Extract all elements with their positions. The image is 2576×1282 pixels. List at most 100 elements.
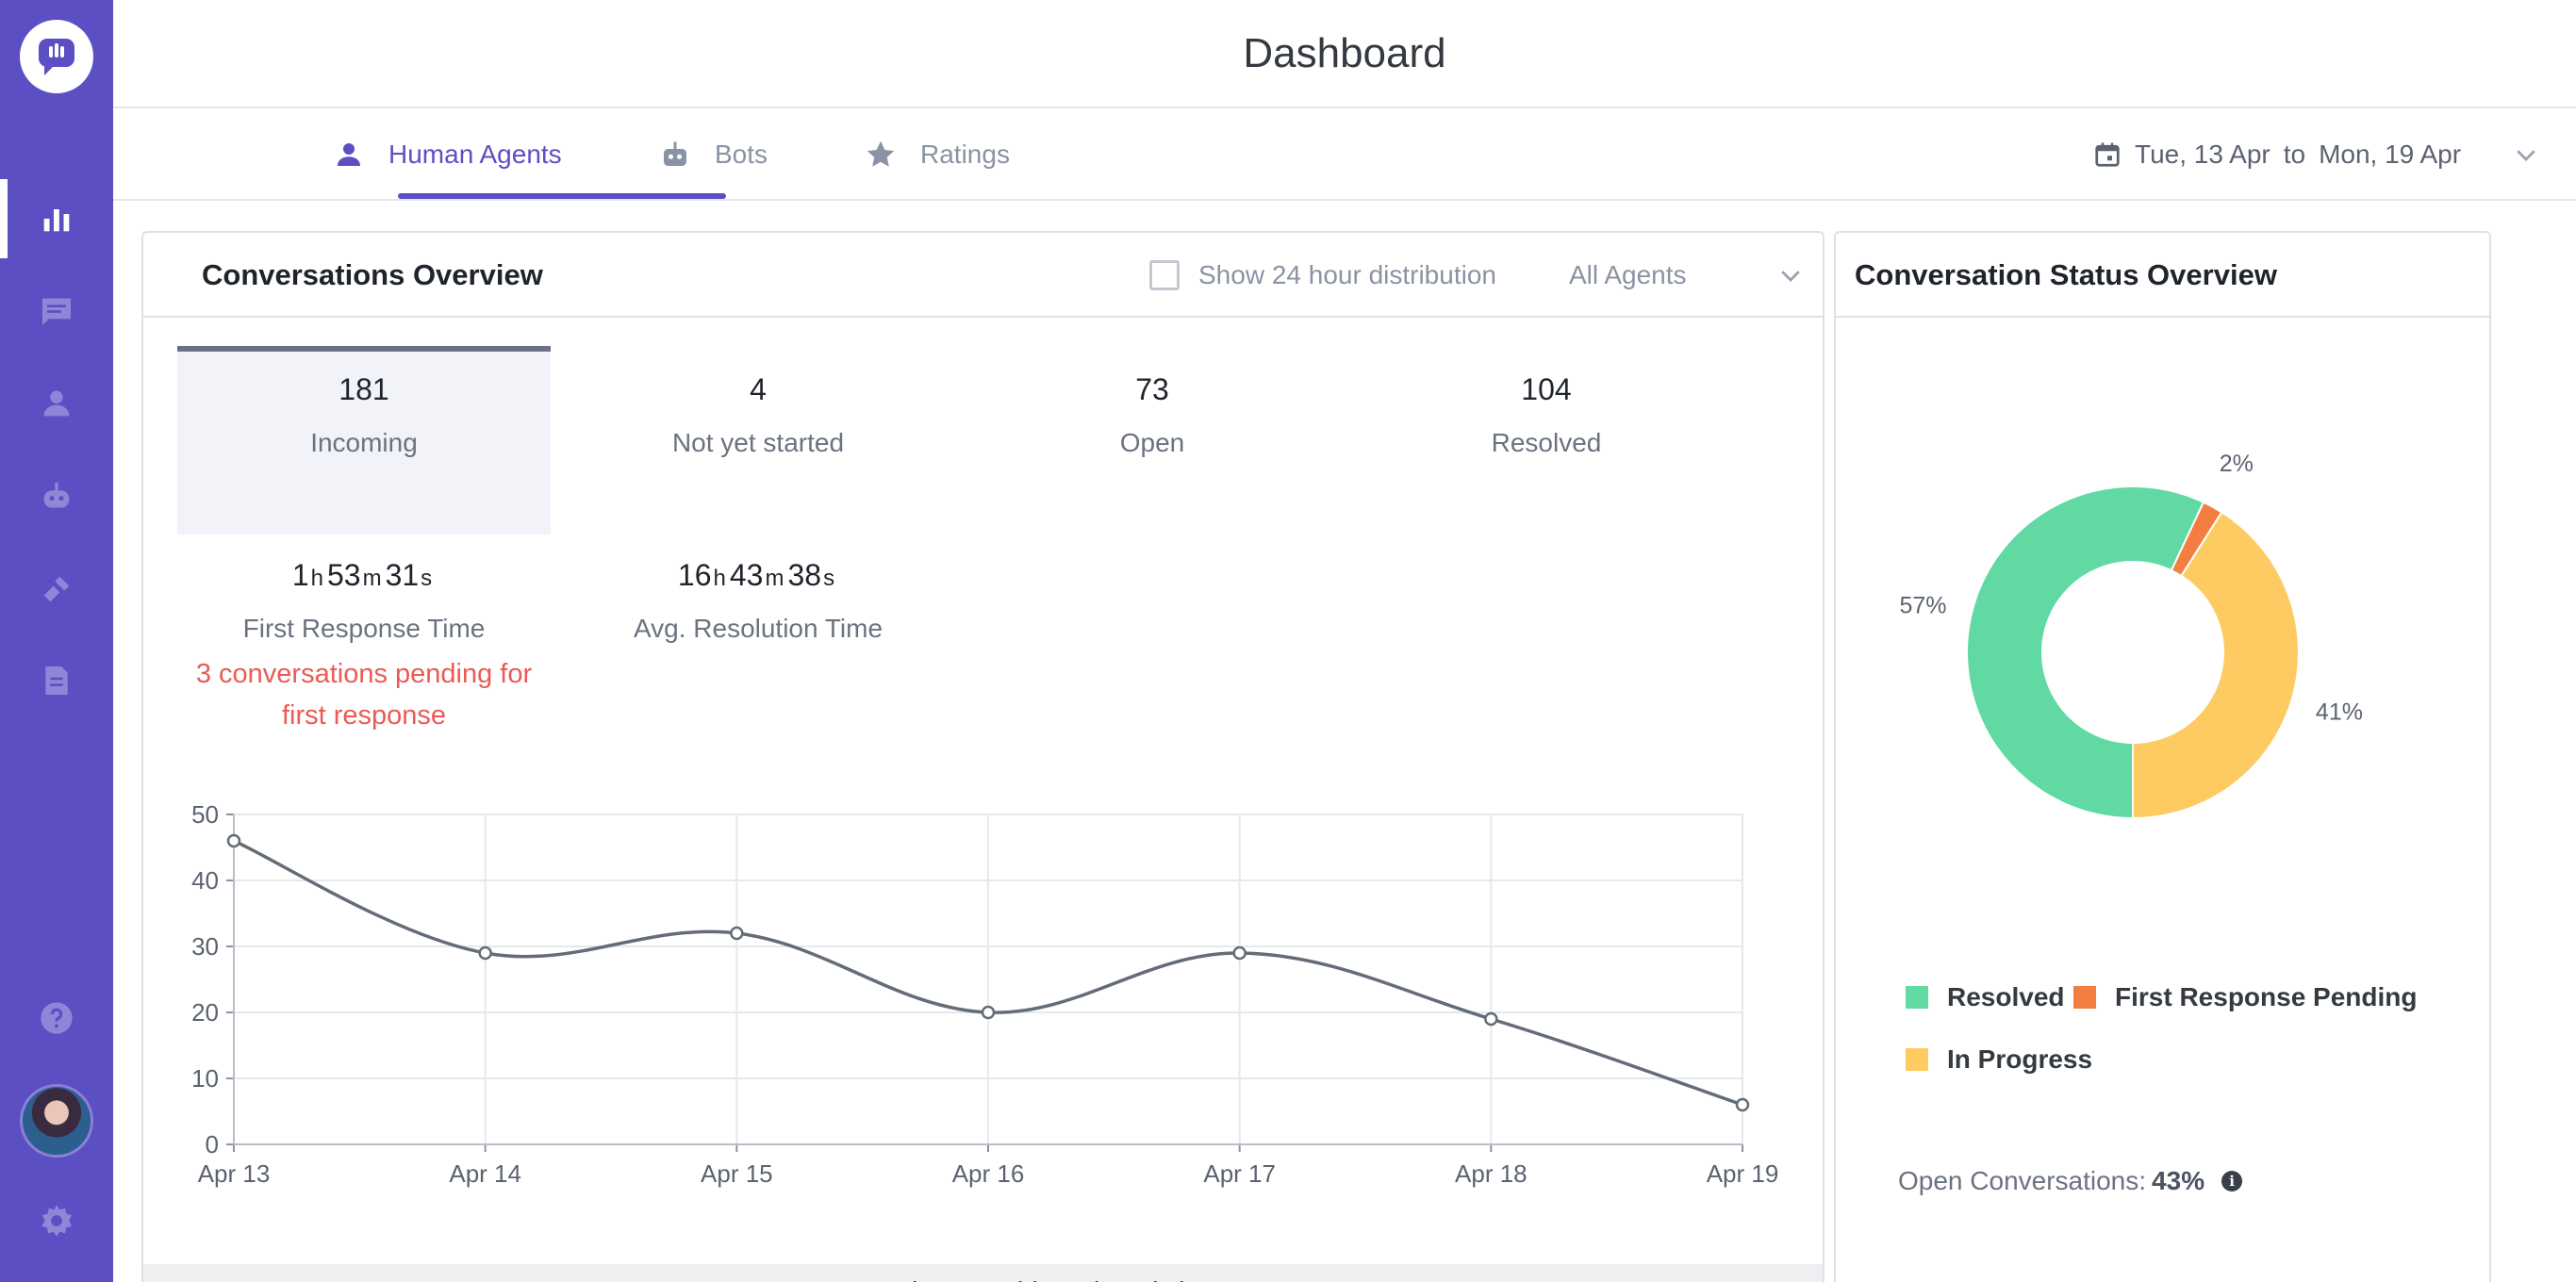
- open-conversations-stat: Open Conversations: 43% i: [1898, 1166, 2243, 1196]
- x-tick-label: Apr 19: [1707, 1159, 1779, 1188]
- legend-swatch: [2073, 986, 2096, 1009]
- tab-label: Human Agents: [388, 140, 562, 169]
- legend-label: First Response Pending: [2115, 982, 2418, 1011]
- data-point: [1232, 945, 1247, 961]
- active-nav-indicator: [0, 179, 8, 258]
- y-tick-label: 10: [191, 1064, 219, 1093]
- legend-resolved: Resolved: [1906, 982, 2065, 1012]
- y-tick-label: 0: [206, 1130, 219, 1159]
- tab-ratings[interactable]: Ratings: [864, 108, 1010, 201]
- legend-first-response-pending: First Response Pending: [2073, 982, 2418, 1012]
- date-from: Tue, 13 Apr: [2135, 140, 2271, 169]
- x-tick-label: Apr 13: [198, 1159, 271, 1188]
- status-donut-chart: 57% 2% 41%: [1899, 451, 2363, 820]
- chevron-down-icon: [2517, 150, 2535, 161]
- y-tick-label: 30: [191, 932, 219, 961]
- y-tick-label: 40: [191, 866, 219, 895]
- x-tick-label: Apr 15: [701, 1159, 773, 1188]
- page-title: Dashboard: [113, 0, 2576, 108]
- data-point: [226, 833, 241, 848]
- y-tick-label: 50: [191, 800, 219, 829]
- card-header: Conversations Overview Show 24 hour dist…: [143, 233, 1823, 318]
- incoming-line-chart: 0 10 20 30 40 50 Apr 13 Apr 14 Apr 15 Apr 16 Apr 1…: [191, 800, 1779, 1188]
- date-range-picker[interactable]: Tue, 13 Apr to Mon, 19 Apr: [2093, 108, 2540, 201]
- integrations-icon[interactable]: [28, 561, 85, 617]
- metric-label: Incoming: [310, 428, 418, 457]
- metric-incoming[interactable]: 181 Incoming: [177, 346, 551, 534]
- active-tab-indicator: [398, 193, 726, 199]
- card-header: Conversation Status Overview: [1836, 233, 2489, 318]
- x-tick-label: Apr 17: [1203, 1159, 1276, 1188]
- metric-label: First Response Time: [242, 614, 486, 643]
- metric-label: Open: [1119, 428, 1185, 457]
- legend-label: In Progress: [1947, 1044, 2093, 1074]
- metric-resolved[interactable]: 104 Resolved: [1360, 352, 1733, 458]
- legend-in-progress: In Progress: [1906, 1044, 2092, 1075]
- data-point: [478, 945, 492, 961]
- legend-swatch: [1906, 1048, 1928, 1071]
- x-tick-label: Apr 14: [449, 1159, 521, 1188]
- agents-filter-select[interactable]: All Agents: [1569, 233, 1805, 318]
- tab-label: Ratings: [920, 140, 1010, 169]
- slice-label: 41%: [2316, 699, 2363, 726]
- metric-first-response-time: 1h 53m 31s First Response Time 3 conversat…: [177, 558, 551, 736]
- metric-open[interactable]: 73 Open: [966, 352, 1339, 458]
- metric-value: 73: [1135, 372, 1169, 406]
- x-tick-label: Apr 18: [1455, 1159, 1527, 1188]
- date-separator: to: [2283, 140, 2306, 169]
- metric-label: Not yet started: [671, 428, 845, 457]
- reports-icon[interactable]: [28, 190, 85, 247]
- agents-filter-value: All Agents: [1569, 260, 1687, 289]
- calendar-icon: [2095, 142, 2120, 167]
- chevron-down-icon: [1781, 271, 1800, 282]
- contacts-icon[interactable]: [28, 375, 85, 432]
- data-point: [1484, 1011, 1498, 1027]
- tab-bar: Human Agents Bots Ratings Tue, 13 Apr to…: [113, 108, 2576, 201]
- help-icon[interactable]: [28, 990, 85, 1046]
- y-tick-label: 20: [191, 998, 219, 1027]
- metric-not-yet-started[interactable]: 4 Not yet started: [571, 352, 945, 458]
- card-title: Conversations Overview: [202, 258, 543, 291]
- metric-value: 4: [750, 372, 767, 406]
- metric-label: Resolved: [1491, 428, 1602, 457]
- conversations-icon[interactable]: [28, 283, 85, 339]
- show-24h-label: Show 24 hour distribution: [1198, 260, 1496, 289]
- x-tick-label: Apr 16: [952, 1159, 1025, 1188]
- sidebar: [0, 0, 113, 1282]
- slice-label: 2%: [2220, 451, 2254, 477]
- metric-avg-resolution-time: 16h 43m 38s Avg. Resolution Time: [571, 558, 945, 644]
- legend-swatch: [1906, 986, 1928, 1009]
- time-value: 16h 43m 38s: [677, 558, 835, 592]
- tab-label: Bots: [715, 140, 768, 169]
- donut-slice: [1966, 485, 2205, 820]
- date-to: Mon, 19 Apr: [2319, 140, 2462, 169]
- show-24h-checkbox[interactable]: [1149, 260, 1180, 290]
- chat-bubble-icon: [39, 39, 74, 75]
- time-value: 1h 53m 31s: [291, 558, 433, 592]
- tab-human-agents[interactable]: Human Agents: [332, 108, 562, 201]
- data-point: [730, 926, 744, 941]
- card-title: Conversation Status Overview: [1855, 258, 2277, 291]
- app-logo[interactable]: [20, 20, 93, 93]
- show-24h-toggle[interactable]: Show 24 hour distribution: [1149, 233, 1496, 318]
- documents-icon[interactable]: [28, 652, 85, 709]
- tab-bots[interactable]: Bots: [658, 108, 768, 201]
- slice-label: 57%: [1899, 592, 1946, 618]
- metric-value: 104: [1521, 372, 1572, 406]
- bot-icon[interactable]: [28, 468, 85, 525]
- metric-value: 181: [339, 372, 389, 406]
- settings-icon[interactable]: [28, 1192, 85, 1249]
- avatar[interactable]: [20, 1084, 93, 1158]
- donut-slice: [2132, 511, 2300, 820]
- star-icon: [867, 140, 895, 167]
- person-icon: [338, 143, 360, 166]
- open-conversations-label: Open Conversations:: [1898, 1166, 2147, 1195]
- open-conversations-value: 43%: [2152, 1166, 2205, 1195]
- status-overview-card: Conversation Status Overview 57% 2% 41% Re…: [1834, 231, 2491, 1282]
- legend-label: Resolved: [1947, 982, 2065, 1011]
- robot-icon: [664, 141, 686, 166]
- data-point: [1735, 1097, 1750, 1112]
- pending-warning: 3 conversations pending for first respon…: [195, 659, 533, 731]
- info-icon[interactable]: i: [2221, 1171, 2243, 1192]
- learn-more-link[interactable]: Learn More about Dashboard Analytics: [143, 1264, 1823, 1282]
